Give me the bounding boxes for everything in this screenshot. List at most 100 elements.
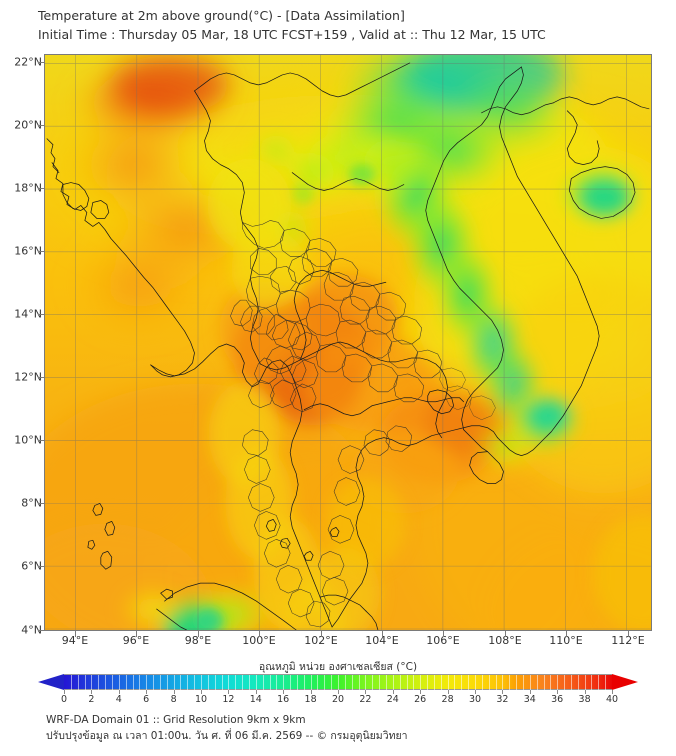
colorbar-cell-separator bbox=[105, 675, 107, 691]
xtick-label: 98°E bbox=[184, 634, 212, 647]
colorbar-cell-separator bbox=[502, 675, 504, 691]
colorbar-cell-separator bbox=[529, 675, 531, 691]
colorbar-cell-separator bbox=[276, 675, 278, 691]
xtick-label: 104°E bbox=[365, 634, 399, 647]
colorbar-cell-separator bbox=[605, 675, 607, 691]
colorbar-cell-separator bbox=[379, 675, 381, 691]
ytick-label: 10°N bbox=[14, 433, 42, 447]
xtick-label: 110°E bbox=[549, 634, 583, 647]
colorbar-tick-label: 24 bbox=[386, 694, 399, 705]
colorbar-tick-mark bbox=[173, 690, 175, 694]
colorbar-tick-mark bbox=[475, 690, 476, 694]
xtick-label: 106°E bbox=[426, 634, 460, 647]
ytick-mark bbox=[38, 440, 44, 441]
ytick-label: 14°N bbox=[14, 307, 42, 321]
xtick-mark bbox=[259, 631, 260, 637]
colorbar-tick-mark bbox=[365, 690, 367, 694]
colorbar-cell-separator bbox=[296, 675, 298, 691]
colorbar-cell-separator bbox=[242, 675, 244, 691]
ytick-label: 20°N bbox=[14, 118, 42, 132]
colorbar-cell-separator bbox=[351, 675, 353, 691]
xtick-mark bbox=[136, 631, 137, 637]
colorbar-gradient bbox=[64, 674, 612, 691]
colorbar-cell-separator bbox=[536, 675, 538, 691]
ytick-mark bbox=[38, 503, 44, 504]
xtick-mark bbox=[443, 631, 444, 637]
xtick-label: 100°E bbox=[242, 634, 276, 647]
colorbar-cell-separator bbox=[118, 675, 120, 691]
colorbar-tick-mark bbox=[392, 690, 394, 694]
colorbar-cell-separator bbox=[564, 675, 566, 691]
colorbar-cell-separator bbox=[516, 675, 518, 691]
ytick-label: 6°N bbox=[21, 559, 42, 573]
xtick-mark bbox=[628, 631, 629, 637]
ytick-label: 4°N bbox=[21, 623, 42, 637]
colorbar-tick-mark bbox=[118, 690, 120, 694]
page-title: Temperature at 2m above ground(°C) - [Da… bbox=[38, 8, 405, 23]
colorbar-cell-separator bbox=[269, 675, 271, 691]
temperature-map-plot[interactable] bbox=[44, 54, 652, 631]
colorbar-cell-separator bbox=[221, 675, 223, 691]
colorbar-cell-separator bbox=[570, 675, 572, 691]
ytick-label: 16°N bbox=[14, 244, 42, 258]
colorbar-tick-label: 4 bbox=[115, 694, 122, 705]
colorbar-cell-separator bbox=[248, 675, 250, 691]
colorbar-cell-separator bbox=[214, 675, 216, 691]
temperature-field bbox=[45, 55, 651, 630]
graticule-grid bbox=[45, 55, 651, 630]
colorbar-cell-separator bbox=[475, 675, 476, 691]
colorbar-tick-label: 40 bbox=[605, 694, 619, 705]
colorbar-legend[interactable]: อุณหภูมิ หน่วย องศาเซลเซียส (°C) 0 2 4 6 8 10… bbox=[0, 658, 676, 706]
xtick-label: 94°E bbox=[61, 634, 89, 647]
colorbar-cell-separator bbox=[77, 675, 79, 691]
ytick-mark bbox=[38, 630, 44, 631]
colorbar-cell-separator bbox=[372, 675, 374, 691]
colorbar-cell-separator bbox=[331, 675, 333, 691]
colorbar-cell-separator bbox=[454, 675, 456, 691]
colorbar-cell-separator bbox=[255, 675, 257, 691]
colorbar-cell-separator bbox=[577, 675, 579, 691]
colorbar-cell-separator bbox=[420, 675, 422, 691]
colorbar-cell-separator bbox=[344, 675, 346, 691]
colorbar-title: อุณหภูมิ หน่วย องศาเซลเซียส (°C) bbox=[258, 661, 418, 673]
colorbar-tick-mark bbox=[91, 690, 93, 694]
colorbar-tick-mark bbox=[502, 690, 504, 694]
ytick-mark bbox=[38, 251, 44, 252]
ytick-mark bbox=[38, 566, 44, 567]
footer-credit: ปรับปรุงข้อมูล ณ เวลา 01:00น. วัน ศ. ที่… bbox=[46, 730, 408, 742]
colorbar-tick-mark bbox=[283, 690, 285, 694]
colorbar-cell-separator bbox=[166, 675, 168, 691]
colorbar-strip[interactable] bbox=[38, 674, 638, 691]
colorbar-cell-separator bbox=[98, 675, 100, 691]
colorbar-tick-mark bbox=[146, 690, 148, 694]
colorbar-under-arrow bbox=[38, 674, 64, 690]
colorbar-cell-separator bbox=[262, 675, 264, 691]
ytick-mark bbox=[38, 188, 44, 189]
colorbar-cell-separator bbox=[111, 675, 113, 691]
colorbar-cell-separator bbox=[317, 675, 319, 691]
colorbar-over-arrow bbox=[612, 674, 638, 690]
colorbar-cell-separator bbox=[406, 675, 408, 691]
xtick-label: 108°E bbox=[488, 634, 522, 647]
colorbar-tick-mark bbox=[420, 690, 422, 694]
xtick-mark bbox=[198, 631, 199, 637]
colorbar-tick-mark bbox=[255, 690, 257, 694]
ytick-label: 22°N bbox=[14, 55, 42, 69]
colorbar-tick-mark bbox=[64, 690, 65, 694]
colorbar-cell-separator bbox=[598, 675, 600, 691]
colorbar-tick-label: 0 bbox=[60, 694, 68, 705]
colorbar-cell-separator bbox=[91, 675, 93, 691]
colorbar-cell-separator bbox=[201, 675, 202, 691]
colorbar-tick-label: 2 bbox=[88, 694, 95, 705]
ytick-mark bbox=[38, 314, 44, 315]
colorbar-tick-label: 38 bbox=[578, 694, 591, 705]
colorbar-tick-label: 16 bbox=[277, 694, 290, 705]
ytick-mark bbox=[38, 125, 44, 126]
colorbar-cell-separator bbox=[180, 675, 182, 691]
colorbar-cell-separator bbox=[228, 675, 230, 691]
colorbar-tick-label: 22 bbox=[359, 694, 372, 705]
colorbar-cell-separator bbox=[447, 675, 449, 691]
xtick-label: 96°E bbox=[122, 634, 150, 647]
colorbar-cell-separator bbox=[125, 675, 127, 691]
colorbar-tick-mark bbox=[338, 690, 339, 694]
